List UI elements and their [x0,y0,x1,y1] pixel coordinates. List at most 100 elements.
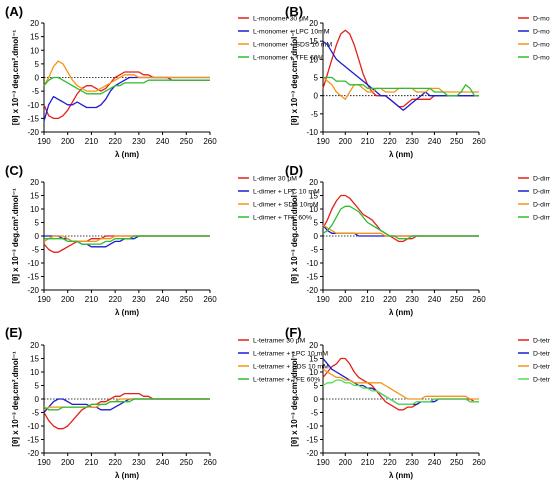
x-axis-title: λ (nm) [115,308,139,317]
y-tick-label: -20 [27,286,39,295]
y-tick-label: -20 [306,449,318,458]
y-tick-label: 10 [30,368,39,377]
y-tick-label: 15 [30,33,39,42]
legend-entry: L-tetramer + TFE 60% [253,377,320,384]
x-tick-label: 210 [85,137,99,146]
x-tick-label: 250 [180,137,194,146]
y-tick-label: 5 [314,74,319,83]
y-tick-label: -20 [27,128,39,137]
y-tick-label: 10 [309,55,318,64]
panel-letter: (D) [285,163,303,178]
y-tick-label: 15 [309,192,318,201]
y-tick-label: 20 [309,341,318,350]
x-tick-label: 240 [156,458,170,467]
x-tick-label: 190 [316,295,330,304]
series-line [322,224,479,237]
series-line [322,379,479,406]
x-tick-label: 220 [383,458,397,467]
legend-entry: D-tetramer + LPC 10mM [533,351,550,358]
x-tick-label: 190 [316,137,330,146]
legend-entry: D-tetramer + SDS 10 mM [533,364,550,371]
series-line [44,235,210,245]
x-tick-label: 220 [383,295,397,304]
y-axis-title: [θ] x 10⁻³ deg.cm².dmol⁻¹ [11,351,20,447]
x-tick-label: 240 [428,295,442,304]
x-tick-label: 210 [85,458,99,467]
x-tick-label: 230 [132,458,146,467]
series-line [43,76,210,95]
x-tick-label: 200 [339,295,353,304]
legend-entry: L-tetramer + SDS 10 mM [253,364,329,371]
x-tick-label: 250 [450,458,464,467]
x-tick-label: 250 [180,295,194,304]
y-tick-label: -10 [306,422,318,431]
legend-entry: D-monomer + LPC 10mM [533,29,550,36]
chart-panel-f: (F) -20 -15 -10 -5 0 5 10 15 20 190 200 210 220 230 240… [285,325,550,480]
legend-entry: L-monomer 30 μM [253,16,309,23]
y-tick-label: -15 [27,436,39,445]
y-tick-label: -5 [311,110,319,119]
series-line [322,358,479,406]
x-tick-label: 240 [428,137,442,146]
legend-entry: L-dimer + SDS 10mM [253,202,319,209]
series-line [43,60,210,92]
series-line [322,40,479,111]
x-axis-title: λ (nm) [115,150,139,159]
y-tick-label: 5 [314,382,319,391]
legend-entry: D-tetramer 30 μM [533,338,550,345]
y-tick-label: -5 [311,409,319,418]
y-tick-label: -20 [27,449,39,458]
y-tick-label: -15 [306,436,318,445]
legend-entry: L-dimer + LPC 10 mM [253,189,320,196]
x-tick-label: 260 [203,295,217,304]
y-tick-label: 5 [35,60,40,69]
y-tick-label: 15 [309,37,318,46]
y-tick-label: 5 [314,219,319,228]
series-line [322,194,479,243]
x-tick-label: 230 [132,295,146,304]
y-tick-label: 0 [35,74,40,83]
y-tick-label: 20 [30,19,39,28]
x-tick-label: 210 [361,458,375,467]
y-tick-label: -10 [306,128,318,137]
legend-entry: D-monomer 30 μM [533,16,550,23]
x-tick-label: 260 [203,137,217,146]
x-tick-label: 230 [405,137,419,146]
legend-entry: L-monomer + TFE 60% [253,55,324,62]
panel-letter: (C) [5,163,23,178]
y-tick-label: -5 [311,246,319,255]
x-tick-label: 220 [383,137,397,146]
chart-panel-b: (B) -10 -5 0 5 10 15 20 190 200 210 220 230 240 250 260… [285,4,550,159]
x-tick-label: 190 [37,137,51,146]
y-tick-label: 15 [30,192,39,201]
y-tick-label: 10 [309,205,318,214]
series-line [322,368,479,400]
y-axis-title: [θ] x 10⁻³ deg.cm².dmol⁻¹ [11,188,20,284]
x-tick-label: 210 [85,295,99,304]
x-tick-label: 220 [108,137,122,146]
series-line [322,357,479,411]
chart-panel-d: (D) -20 -15 -10 -5 0 5 10 15 20 190 200 210 220 230 240… [285,163,550,317]
x-tick-label: 210 [361,137,375,146]
panel-letter: (E) [5,325,22,340]
x-tick-label: 260 [472,137,486,146]
y-tick-label: -20 [306,286,318,295]
x-tick-label: 220 [108,458,122,467]
y-tick-label: 0 [35,232,40,241]
x-tick-label: 210 [361,295,375,304]
x-tick-label: 240 [156,137,170,146]
y-tick-label: 15 [309,355,318,364]
x-tick-label: 200 [339,137,353,146]
series-line [322,205,479,240]
x-tick-label: 200 [61,458,75,467]
y-tick-label: -10 [27,422,39,431]
series-line [43,398,210,413]
legend-entry: D-dimer + SDS 10 mM [533,202,550,209]
x-tick-label: 230 [405,295,419,304]
x-tick-label: 250 [450,137,464,146]
legend-entry: L-dimer 30 μM [253,176,297,183]
y-tick-label: -15 [27,114,39,123]
legend-entry: L-monomer + LPC 10mM [253,29,330,36]
